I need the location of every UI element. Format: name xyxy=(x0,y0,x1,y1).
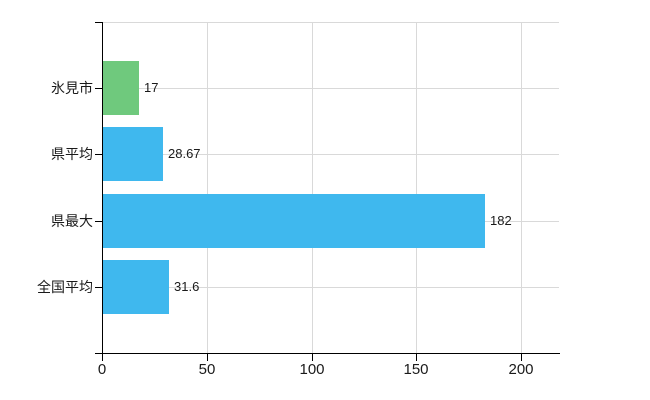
category-label: 県最大 xyxy=(51,213,93,229)
x-tick-label: 150 xyxy=(403,361,429,378)
y-axis-tick xyxy=(95,154,102,155)
x-tick-label: 100 xyxy=(299,361,325,378)
y-axis-tick xyxy=(95,287,102,288)
y-axis-top-tick xyxy=(95,22,102,23)
category-label: 全国平均 xyxy=(37,279,93,295)
x-axis-tick xyxy=(102,353,103,361)
category-label: 県平均 xyxy=(51,146,93,162)
x-axis-tick xyxy=(207,353,208,361)
grid-line-horizontal xyxy=(102,287,559,288)
bar-value-label: 28.67 xyxy=(168,146,201,161)
bar-value-label: 31.6 xyxy=(174,279,200,294)
grid-line-vertical xyxy=(207,22,208,353)
plot-top-border xyxy=(102,22,559,23)
x-axis-tick xyxy=(312,353,313,361)
bar-value-label: 17 xyxy=(144,80,159,95)
x-tick-label: 200 xyxy=(508,361,534,378)
y-axis-tick xyxy=(95,88,102,89)
grid-line-horizontal xyxy=(102,154,559,155)
bar xyxy=(103,260,169,314)
category-label: 氷見市 xyxy=(51,80,93,96)
x-axis-tick xyxy=(416,353,417,361)
bar-value-label: 182 xyxy=(490,213,512,228)
bar xyxy=(103,127,163,181)
grid-line-vertical xyxy=(521,22,522,353)
y-axis-tick xyxy=(95,221,102,222)
y-axis-line xyxy=(102,22,103,361)
x-tick-label: 0 xyxy=(97,361,107,378)
grid-line-vertical xyxy=(416,22,417,353)
plot-area: 17 28.67 182 31.6 xyxy=(102,22,559,353)
x-tick-label: 50 xyxy=(198,361,216,378)
x-axis-tick xyxy=(521,353,522,361)
grid-line-vertical xyxy=(312,22,313,353)
grid-line-horizontal xyxy=(102,88,559,89)
bar xyxy=(103,194,485,248)
bar xyxy=(103,61,139,115)
x-axis-line xyxy=(95,353,560,354)
